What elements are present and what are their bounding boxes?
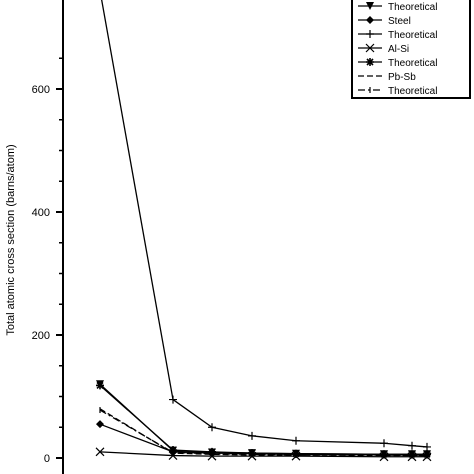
legend-item: Pb-Sb (358, 72, 416, 83)
y-tick-label: 0 (44, 453, 50, 465)
legend-item: Theoretical (358, 2, 437, 13)
legend-label: Theoretical (388, 30, 437, 41)
legend-item: Theoretical (358, 86, 437, 97)
series-line (99, 451, 427, 458)
data-point (248, 431, 256, 440)
legend-label: Theoretical (388, 2, 437, 13)
y-ticks: 0 200 400 600 (32, 57, 63, 465)
legend-item: Steel (358, 16, 411, 27)
legend: Theoretical Steel Theoretical Al-Si Theoreti… (351, 0, 471, 99)
data-point (96, 381, 104, 390)
legend-label: Pb-Sb (388, 72, 416, 83)
series-group (95, 0, 432, 462)
data-point (366, 30, 374, 38)
series-line (99, 383, 427, 455)
y-axis-label: Total atomic cross section (barns/atom) (5, 144, 17, 335)
series-line (99, 384, 427, 455)
data-point (380, 439, 388, 448)
y-tick-label: 600 (32, 84, 50, 96)
series-3 (101, 0, 431, 451)
series-line (99, 408, 427, 457)
y-tick-label: 400 (32, 207, 50, 219)
series-5 (96, 381, 431, 459)
data-point (408, 441, 416, 450)
data-point (95, 447, 105, 457)
legend-item: Al-Si (358, 43, 409, 55)
legend-label: Al-Si (388, 44, 409, 55)
data-point (366, 2, 374, 10)
y-tick-label: 200 (32, 330, 50, 342)
legend-label: Theoretical (388, 86, 437, 97)
data-point (96, 420, 104, 429)
data-point (423, 442, 431, 451)
data-point (169, 395, 177, 404)
series-line (99, 409, 427, 457)
data-point (208, 423, 216, 432)
data-point (366, 58, 374, 66)
data-point (366, 16, 374, 24)
legend-label: Steel (388, 16, 411, 27)
data-point (365, 43, 375, 53)
legend-label: Theoretical (388, 58, 437, 69)
series-1 (96, 380, 431, 459)
data-point (292, 436, 300, 445)
series-line (101, 0, 428, 448)
series-7 (99, 407, 428, 459)
legend-item: Theoretical (358, 58, 437, 69)
legend-item: Theoretical (358, 30, 437, 41)
series-6 (99, 408, 427, 457)
